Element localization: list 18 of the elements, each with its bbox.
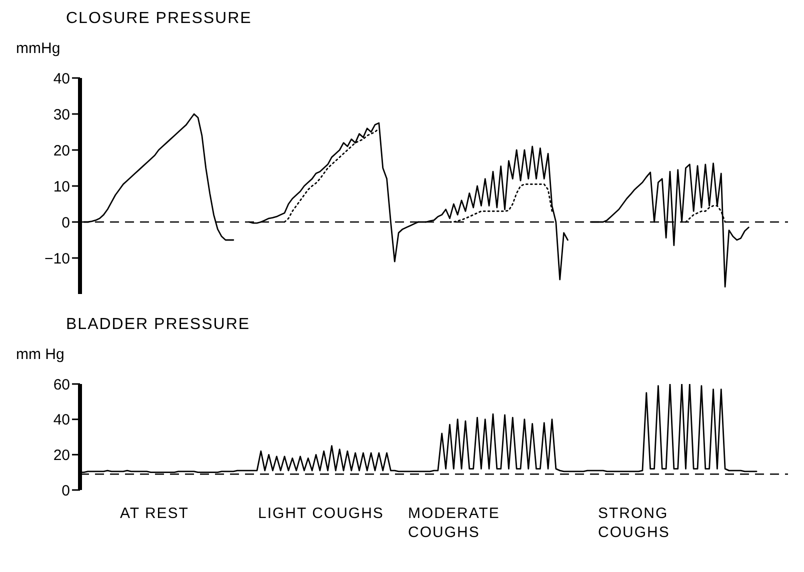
y-axis-title: mm Hg — [16, 346, 66, 365]
y-tick-label: −10 — [44, 250, 70, 268]
y-tick-label: 40 — [53, 412, 70, 429]
y-tick-label: 20 — [53, 142, 70, 160]
y-tick-label: 60 — [53, 376, 70, 394]
y-tick-label: 30 — [53, 106, 70, 124]
y-tick-label: 0 — [62, 482, 70, 500]
text: MODERATE COUGHS — [408, 504, 501, 542]
chart-title: BLADDER PRESSURE — [66, 316, 252, 335]
y-tick-label: 0 — [62, 214, 70, 232]
y-axis-title: mmHg — [16, 40, 62, 59]
chart-title: CLOSURE PRESSURE — [66, 10, 253, 29]
y-tick-label: 20 — [53, 446, 70, 464]
y-tick-label: 10 — [53, 178, 70, 196]
text: LIGHT COUGHS — [258, 505, 384, 522]
text: STRONG COUGHS — [598, 504, 671, 542]
text: AT REST — [120, 504, 190, 523]
y-tick-label: 40 — [53, 70, 70, 88]
